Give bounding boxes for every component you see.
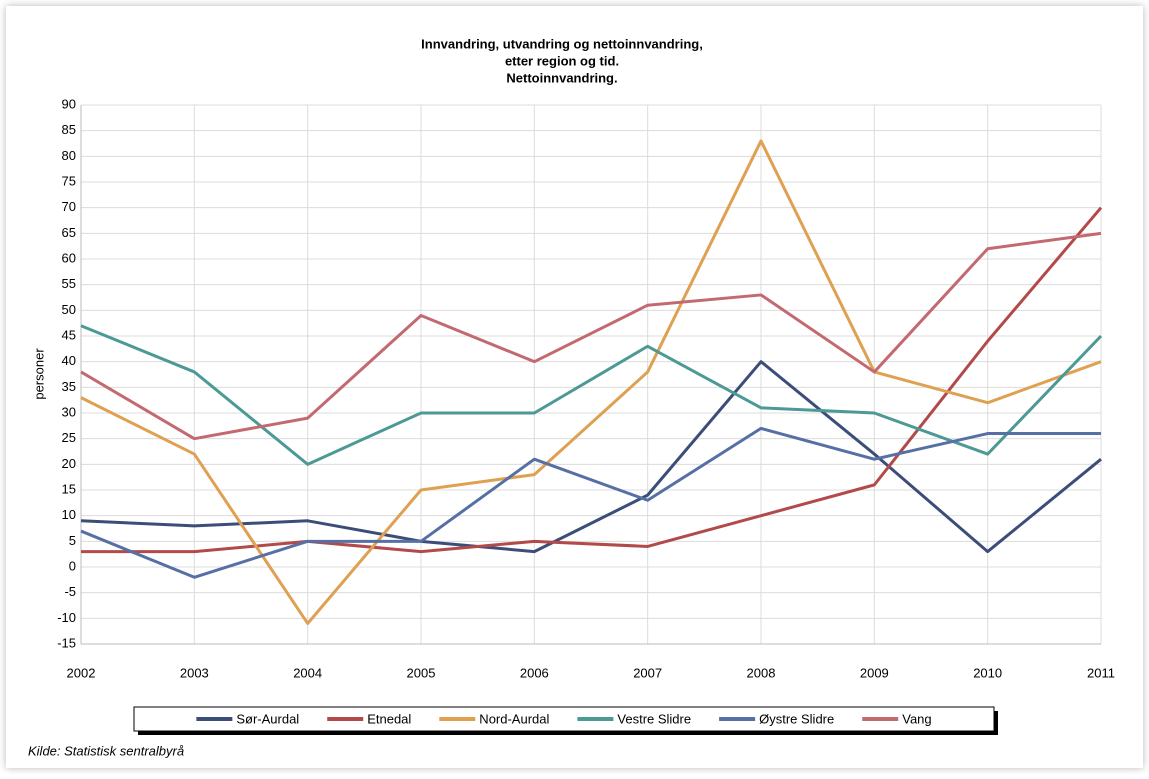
y-tick-label: 55 <box>62 276 76 291</box>
series-line <box>80 324 1103 466</box>
y-tick-label: 15 <box>62 481 76 496</box>
series-line <box>81 206 1103 554</box>
y-tick-label: -5 <box>64 584 76 599</box>
legend: Sør-Aurdal Etnedal Nord-Aurdal Vestre Slidr… <box>196 711 932 726</box>
legend-label: Vang <box>902 711 931 726</box>
x-tick-label: 2006 <box>520 665 549 680</box>
y-axis-label: personer <box>31 348 46 400</box>
legend-box <box>133 706 995 732</box>
y-tick-label: 40 <box>62 353 76 368</box>
x-tick-label: 2009 <box>860 665 889 680</box>
legend-label: Nord-Aurdal <box>479 711 549 726</box>
y-tick-label: 70 <box>62 199 76 214</box>
x-tick-label: 2004 <box>293 665 322 680</box>
chart-title: Innvandring, utvandring og nettoinnvandr… <box>421 36 703 51</box>
y-tick-label: -10 <box>57 610 76 625</box>
x-tick-label: 2005 <box>407 665 436 680</box>
y-tick-label: 50 <box>62 302 76 317</box>
series-line <box>80 139 1102 625</box>
y-tick-label: 30 <box>62 404 76 419</box>
chart-title: etter region og tid. <box>505 53 619 68</box>
y-tick-label: 45 <box>62 327 76 342</box>
x-tick-label: 2002 <box>67 665 96 680</box>
legend-label: Øystre Slidre <box>759 711 834 726</box>
x-tick-label: 2011 <box>1087 665 1115 680</box>
y-tick-label: 85 <box>62 122 76 137</box>
series-line <box>80 360 1102 554</box>
y-tick-label: 60 <box>62 250 76 265</box>
series-line <box>80 426 1101 579</box>
legend-label: Vestre Slidre <box>617 711 691 726</box>
y-tick-label: 65 <box>62 225 76 240</box>
y-tick-label: 10 <box>62 507 76 522</box>
x-tick-label: 2008 <box>747 665 776 680</box>
x-tick-label: 2010 <box>973 665 1002 680</box>
x-tick-label: 2003 <box>180 665 209 680</box>
x-tick-label: 2007 <box>633 665 662 680</box>
y-tick-label: 0 <box>69 558 76 573</box>
y-tick-label: 90 <box>62 96 76 111</box>
y-tick-label: 20 <box>62 456 76 471</box>
y-tick-label: -15 <box>57 635 76 650</box>
legend-label: Sør-Aurdal <box>236 711 299 726</box>
series-line <box>80 231 1102 441</box>
chart-title: Nettoinnvandring. <box>506 70 617 85</box>
legend-label: Etnedal <box>367 711 411 726</box>
y-tick-label: 25 <box>62 430 76 445</box>
y-tick-label: 5 <box>69 533 76 548</box>
source: Kilde: Statistisk sentralbyrå <box>28 743 184 758</box>
y-tick-label: 80 <box>62 148 76 163</box>
y-tick-label: 35 <box>62 379 76 394</box>
y-tick-label: 75 <box>62 173 76 188</box>
